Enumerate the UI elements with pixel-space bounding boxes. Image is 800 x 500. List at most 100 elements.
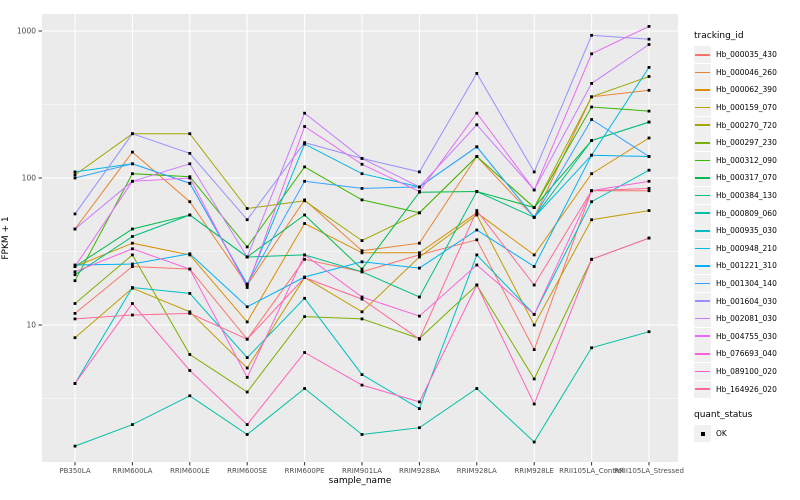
data-point bbox=[418, 211, 421, 215]
x-tick-label: PB350LA bbox=[59, 467, 90, 475]
data-point bbox=[590, 218, 593, 222]
legend-item-label: Hb_001604_030 bbox=[716, 296, 777, 306]
data-point bbox=[532, 402, 536, 406]
data-point bbox=[418, 266, 421, 270]
data-point bbox=[188, 394, 192, 398]
data-point bbox=[418, 170, 421, 174]
data-point bbox=[73, 265, 77, 268]
legend-item-label: Hb_000384_130 bbox=[716, 191, 777, 201]
data-point bbox=[303, 253, 306, 257]
data-point bbox=[590, 172, 593, 176]
legend-item-label: Hb_000935_030 bbox=[716, 226, 777, 236]
swatch-line bbox=[695, 317, 710, 320]
legend-item: Hb_000046_260 bbox=[694, 63, 798, 82]
ok-point-icon bbox=[700, 431, 705, 436]
data-point bbox=[73, 173, 77, 177]
data-point bbox=[590, 105, 593, 109]
data-point bbox=[131, 235, 134, 238]
data-point bbox=[73, 176, 77, 180]
legend-item-label: Hb_000035_430 bbox=[716, 50, 777, 60]
data-point bbox=[360, 373, 364, 376]
data-point bbox=[418, 426, 421, 430]
data-point bbox=[532, 170, 536, 174]
legend-item-label: Hb_004755_030 bbox=[716, 331, 777, 341]
data-point bbox=[647, 168, 651, 172]
swatch-line bbox=[695, 370, 710, 373]
swatch-line bbox=[695, 159, 710, 162]
data-point bbox=[532, 265, 536, 268]
data-point bbox=[131, 247, 134, 251]
data-point bbox=[360, 297, 364, 301]
legend-item: Hb_000062_390 bbox=[694, 81, 798, 99]
legend-title-tracking-id: tracking_id bbox=[694, 31, 744, 41]
legend-item-label: Hb_000312_090 bbox=[716, 155, 777, 165]
y-tick-label: 1000 bbox=[17, 27, 36, 36]
legend-item-label: Hb_000046_260 bbox=[716, 67, 777, 77]
data-point bbox=[73, 270, 77, 274]
point-swatch bbox=[694, 425, 711, 443]
legend-title-quant-status: quant_status bbox=[694, 409, 753, 420]
data-point bbox=[303, 351, 306, 354]
legend: tracking_id Hb_000035_430 Hb_000046_260 Hb… bbox=[694, 31, 798, 443]
data-point bbox=[188, 152, 192, 155]
data-point bbox=[131, 150, 134, 154]
legend-item: Hb_089100_020 bbox=[694, 362, 798, 381]
data-point bbox=[303, 125, 306, 128]
legend-item-label: Hb_000948_210 bbox=[716, 243, 777, 253]
data-point bbox=[303, 387, 306, 390]
data-point bbox=[73, 382, 77, 385]
legend-item: Hb_000317_070 bbox=[694, 169, 798, 187]
line-swatch bbox=[694, 81, 711, 99]
data-point bbox=[590, 257, 593, 261]
x-tick-label: RRIM600SE bbox=[227, 467, 267, 475]
data-point bbox=[245, 286, 249, 289]
data-point bbox=[590, 52, 593, 56]
line-swatch bbox=[694, 292, 711, 310]
swatch-line bbox=[695, 300, 710, 302]
data-point bbox=[532, 188, 536, 192]
data-point bbox=[188, 162, 192, 166]
data-point bbox=[245, 433, 249, 436]
data-point bbox=[73, 263, 77, 267]
data-point bbox=[188, 181, 192, 185]
data-point bbox=[360, 383, 364, 387]
data-point bbox=[418, 295, 421, 299]
data-point bbox=[245, 282, 249, 286]
data-point bbox=[188, 176, 192, 180]
data-point bbox=[360, 251, 364, 255]
legend-item: Hb_000935_030 bbox=[694, 222, 798, 240]
data-point bbox=[647, 236, 651, 240]
x-tick-label: RRIM928LE bbox=[514, 467, 554, 475]
data-point bbox=[418, 251, 421, 255]
legend-item-label: Hb_000317_070 bbox=[716, 173, 777, 183]
data-point bbox=[475, 283, 479, 287]
data-point bbox=[360, 310, 364, 314]
data-point bbox=[73, 227, 77, 231]
x-tick-label: RRIM600PE bbox=[285, 467, 325, 475]
data-point bbox=[647, 189, 651, 193]
data-point bbox=[532, 253, 536, 257]
data-point bbox=[475, 72, 479, 75]
data-point bbox=[73, 336, 77, 340]
data-point bbox=[418, 407, 421, 410]
data-point bbox=[303, 276, 306, 279]
legend-item: Hb_000312_090 bbox=[694, 151, 798, 170]
swatch-line bbox=[695, 53, 710, 56]
legend-item-label: OK bbox=[716, 429, 727, 439]
line-swatch bbox=[694, 345, 711, 363]
data-point bbox=[360, 260, 364, 264]
data-point bbox=[131, 241, 134, 245]
data-point bbox=[303, 142, 306, 146]
line-swatch bbox=[694, 222, 711, 240]
legend-item: Hb_000270_720 bbox=[694, 116, 798, 134]
data-point bbox=[131, 227, 134, 231]
data-point bbox=[647, 43, 651, 46]
data-point bbox=[590, 82, 593, 85]
line-swatch bbox=[694, 239, 711, 257]
line-swatch bbox=[694, 187, 711, 205]
legend-item-label: Hb_089100_020 bbox=[716, 366, 777, 376]
data-point bbox=[73, 279, 77, 283]
data-point bbox=[532, 215, 536, 219]
data-point bbox=[303, 296, 306, 300]
data-point bbox=[475, 211, 479, 215]
